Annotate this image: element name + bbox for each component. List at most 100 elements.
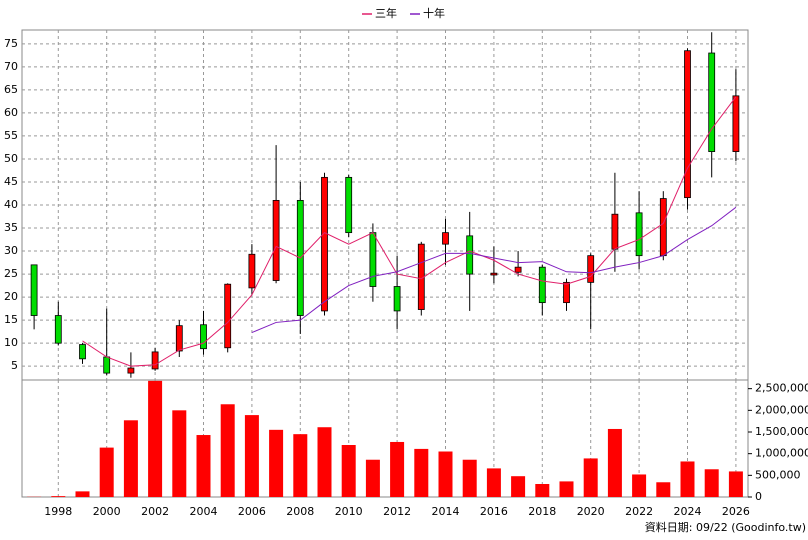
candle-body (514, 266, 522, 273)
candle-body (490, 272, 498, 276)
candle-body (248, 253, 256, 289)
candle-body (563, 281, 570, 304)
x-tick-label: 2018 (528, 505, 556, 518)
candle-body (200, 324, 207, 350)
volume-bar (390, 441, 405, 497)
x-tick-label: 2020 (577, 505, 605, 518)
candle-body (635, 212, 643, 257)
y-tick-label: 10 (4, 336, 18, 349)
legend-label: 十年 (423, 6, 445, 20)
candle-body (175, 325, 183, 352)
y-tick-label: 40 (4, 198, 18, 211)
candle-body (684, 50, 691, 199)
legend-label: 三年 (375, 6, 397, 20)
candle-body (151, 351, 159, 370)
y-tick-label: 500,000 (755, 468, 801, 481)
x-tick-label: 2010 (335, 505, 363, 518)
y-tick-label: 0 (755, 490, 762, 503)
volume-bar (244, 415, 259, 497)
y-tick-label: 35 (4, 221, 18, 234)
x-tick-label: 2008 (286, 505, 314, 518)
candle-body (272, 199, 280, 281)
volume-bar (75, 491, 90, 497)
y-tick-label: 15 (4, 313, 18, 326)
y-tick-label: 75 (4, 37, 18, 50)
volume-bar (148, 380, 163, 497)
ma-line (82, 96, 737, 367)
candle-body (466, 235, 474, 275)
volume-bar (632, 474, 647, 497)
x-tick-label: 2022 (625, 505, 653, 518)
x-tick-label: 2000 (93, 505, 121, 518)
volume-bar (365, 459, 380, 497)
candle-body (369, 232, 377, 287)
volume-bar (341, 445, 356, 497)
volume-bar (269, 429, 284, 497)
volume-bar (559, 481, 574, 497)
candle-body (54, 315, 62, 344)
volume-bar (486, 468, 501, 497)
candle-body (103, 356, 111, 374)
y-tick-label: 20 (4, 290, 18, 303)
y-tick-label: 30 (4, 244, 18, 257)
candle-body (538, 266, 546, 304)
volume-bar (99, 447, 114, 497)
y-tick-label: 2,000,000 (755, 403, 808, 416)
ma-line (251, 206, 737, 334)
y-tick-label: 25 (4, 267, 18, 280)
volume-bar (680, 461, 695, 497)
candle-body (442, 232, 449, 245)
x-tick-label: 2012 (383, 505, 411, 518)
y-tick-label: 65 (4, 83, 18, 96)
candle-body (79, 344, 86, 360)
y-tick-label: 70 (4, 60, 18, 73)
x-tick-label: 2006 (238, 505, 266, 518)
x-tick-label: 1998 (44, 505, 72, 518)
candle-body (708, 52, 716, 152)
y-tick-label: 55 (4, 129, 18, 142)
volume-bar (535, 484, 550, 497)
x-tick-label: 2002 (141, 505, 169, 518)
candle-body (345, 176, 353, 234)
volume-bar (438, 451, 453, 497)
candle-body (127, 367, 135, 374)
volume-bar (656, 482, 671, 497)
y-tick-label: 1,000,000 (755, 447, 808, 460)
x-tick-label: 2026 (722, 505, 750, 518)
source-note: 資料日期: 09/22 (Goodinfo.tw) (645, 520, 806, 534)
candle-body (321, 176, 328, 312)
y-tick-label: 50 (4, 152, 18, 165)
volume-bar (414, 448, 429, 497)
volume-bar (51, 496, 66, 497)
candle-body (587, 255, 595, 283)
candle-body (611, 213, 619, 250)
volume-bar (220, 404, 235, 497)
volume-bar (607, 428, 622, 497)
volume-bar (462, 459, 477, 497)
volume-panel (21, 379, 749, 498)
volume-bar (123, 420, 138, 497)
x-tick-label: 2024 (674, 505, 702, 518)
x-tick-label: 2016 (480, 505, 508, 518)
candle-body (732, 95, 740, 152)
y-tick-label: 2,500,000 (755, 382, 808, 395)
volume-bar (728, 471, 743, 497)
volume-bar (511, 476, 526, 497)
x-tick-label: 2004 (190, 505, 218, 518)
y-tick-label: 1,500,000 (755, 425, 808, 438)
y-tick-label: 5 (11, 359, 18, 372)
volume-bar (196, 435, 211, 497)
volume-bar (172, 410, 187, 497)
candle-body (30, 264, 38, 316)
volume-bar (293, 434, 308, 497)
volume-bar (583, 458, 598, 497)
x-tick-label: 2014 (432, 505, 460, 518)
volume-bar (704, 469, 719, 497)
y-tick-label: 60 (4, 106, 18, 119)
candle-body (224, 283, 232, 349)
volume-bar (317, 427, 332, 497)
candle-body (659, 198, 667, 257)
y-tick-label: 45 (4, 175, 18, 188)
candle-body (393, 286, 401, 312)
